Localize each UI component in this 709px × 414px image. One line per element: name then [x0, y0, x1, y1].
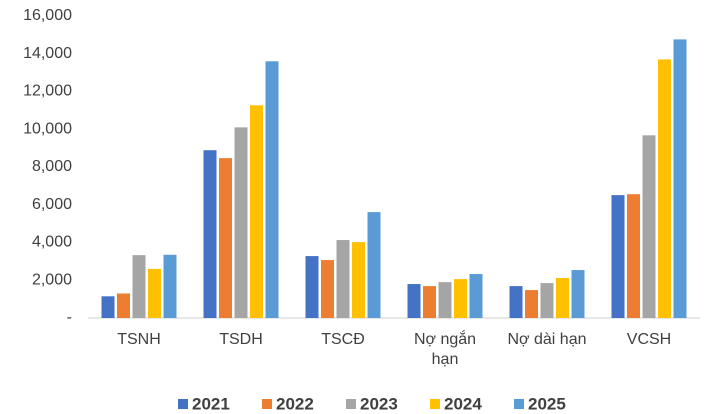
bar: [423, 286, 436, 318]
legend-swatch: [346, 399, 356, 409]
y-tick-label: 4,000: [32, 234, 72, 251]
bar: [407, 284, 421, 318]
bar: [163, 254, 177, 318]
bar: [203, 150, 217, 318]
bar: [367, 212, 381, 318]
y-tick-label: 10,000: [23, 120, 72, 137]
bar: [250, 105, 263, 318]
legend-label: 2022: [276, 394, 314, 413]
bar: [438, 282, 452, 318]
y-tick-label: 16,000: [23, 7, 72, 24]
bar: [658, 59, 671, 318]
bar: [148, 268, 161, 318]
bar: [454, 279, 467, 318]
y-tick-label: 12,000: [23, 83, 72, 100]
bar: [611, 195, 625, 318]
x-tick-label: TSCĐ: [321, 331, 365, 348]
x-tick-label: TSDH: [219, 331, 263, 348]
bar: [509, 286, 523, 318]
bar: [673, 39, 687, 318]
bar: [627, 194, 640, 318]
legend-swatch: [262, 399, 272, 409]
bar: [265, 61, 279, 319]
bar: [132, 255, 146, 318]
bar: [642, 135, 656, 318]
legend-swatch: [430, 399, 440, 409]
x-tick-label: TSNH: [117, 331, 161, 348]
y-tick-label: 6,000: [32, 196, 72, 213]
bar: [305, 256, 319, 318]
y-tick-label: 8,000: [32, 158, 72, 175]
bar: [336, 240, 350, 318]
bar: [234, 127, 248, 318]
legend-label: 2021: [192, 394, 230, 413]
bar: [571, 270, 585, 318]
y-tick-label: 2,000: [32, 271, 72, 288]
y-tick-label: 14,000: [23, 45, 72, 62]
x-tick-label: VCSH: [626, 331, 672, 348]
bar: [117, 293, 130, 318]
bar: [469, 274, 483, 318]
y-tick-label: -: [67, 309, 72, 326]
bar: [352, 242, 365, 318]
x-tick-label: Nợ ngắn hạn: [413, 331, 477, 368]
bar: [321, 260, 334, 318]
bar: [540, 283, 554, 318]
legend-label: 2023: [360, 394, 398, 413]
legend-swatch: [178, 399, 188, 409]
bar: [556, 277, 569, 318]
bar: [101, 296, 115, 318]
legend-label: 2025: [528, 394, 566, 413]
bar: [219, 158, 232, 318]
x-tick-label: Nợ dài hạn: [507, 331, 587, 348]
bar: [525, 290, 538, 318]
legend-swatch: [514, 399, 524, 409]
legend-label: 2024: [444, 394, 482, 413]
